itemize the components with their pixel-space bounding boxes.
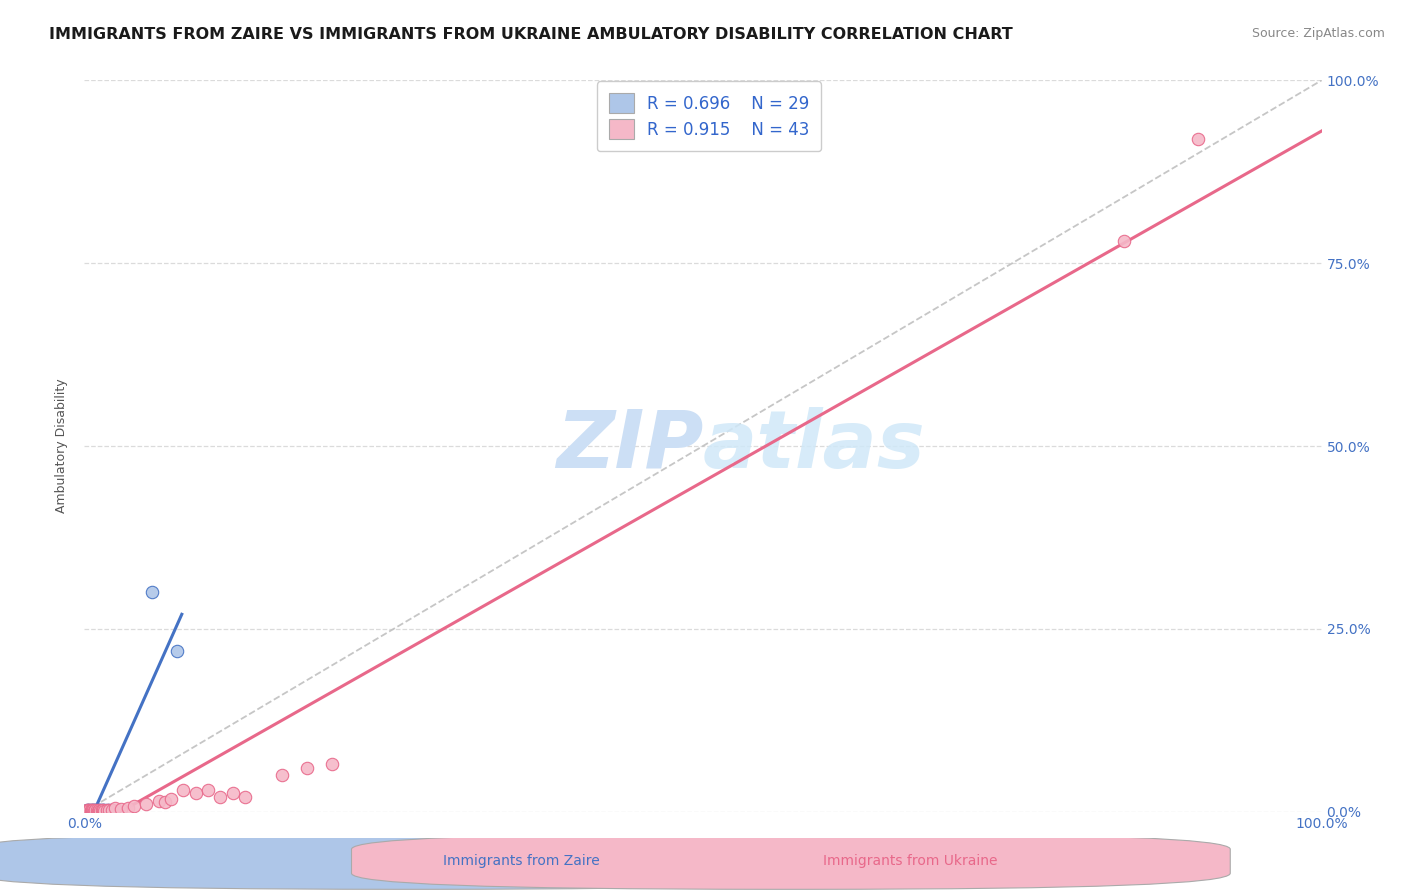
Point — [79, 804, 101, 818]
Point — [90, 803, 112, 817]
Point — [82, 803, 104, 817]
Point — [96, 803, 118, 817]
Point — [76, 804, 98, 818]
Point — [110, 802, 132, 816]
Text: atlas: atlas — [703, 407, 925, 485]
FancyBboxPatch shape — [0, 833, 851, 889]
Text: Source: ZipAtlas.com: Source: ZipAtlas.com — [1251, 27, 1385, 40]
Point — [197, 782, 219, 797]
Point — [79, 804, 101, 818]
Text: ZIP: ZIP — [555, 407, 703, 485]
Point — [184, 787, 207, 801]
Point — [89, 803, 111, 817]
FancyBboxPatch shape — [352, 833, 1230, 889]
Point — [89, 803, 111, 817]
Point — [76, 803, 98, 817]
Point — [83, 804, 105, 818]
Y-axis label: Ambulatory Disability: Ambulatory Disability — [55, 379, 69, 513]
Point — [77, 803, 100, 817]
Point — [135, 797, 157, 812]
Point — [82, 804, 104, 818]
Point — [79, 803, 101, 817]
Point — [98, 803, 121, 817]
Point — [80, 804, 103, 818]
Point — [84, 804, 107, 818]
Point — [271, 768, 294, 782]
Point — [148, 794, 170, 808]
Legend: R = 0.696    N = 29, R = 0.915    N = 43: R = 0.696 N = 29, R = 0.915 N = 43 — [598, 81, 821, 151]
Point — [1112, 234, 1135, 248]
Point — [93, 803, 115, 817]
Point — [80, 804, 103, 818]
Point — [233, 790, 256, 805]
Point — [104, 801, 127, 815]
Point — [98, 803, 121, 817]
Point — [222, 787, 245, 801]
Point — [80, 803, 103, 817]
Point — [82, 803, 104, 817]
Point — [141, 585, 163, 599]
Point — [76, 804, 98, 818]
Point — [321, 757, 343, 772]
Point — [117, 801, 139, 815]
Point — [89, 804, 111, 818]
Point — [91, 803, 114, 817]
Point — [83, 803, 105, 817]
Point — [79, 804, 101, 818]
Point — [77, 804, 100, 818]
Point — [86, 803, 108, 817]
Point — [160, 791, 183, 805]
Text: Immigrants from Zaire: Immigrants from Zaire — [443, 854, 599, 868]
Point — [90, 803, 112, 817]
Point — [86, 803, 108, 817]
Point — [166, 644, 188, 658]
Text: Immigrants from Ukraine: Immigrants from Ukraine — [823, 854, 997, 868]
Point — [1187, 132, 1209, 146]
Point — [76, 803, 98, 817]
Text: IMMIGRANTS FROM ZAIRE VS IMMIGRANTS FROM UKRAINE AMBULATORY DISABILITY CORRELATI: IMMIGRANTS FROM ZAIRE VS IMMIGRANTS FROM… — [49, 27, 1012, 42]
Point — [93, 804, 115, 818]
Point — [84, 803, 107, 817]
Point — [80, 803, 103, 817]
Point — [172, 782, 194, 797]
Point — [100, 803, 122, 817]
Point — [75, 804, 97, 818]
Point — [100, 803, 122, 817]
Point — [153, 795, 176, 809]
Point — [96, 803, 118, 817]
Point — [295, 761, 318, 775]
Point — [79, 804, 101, 818]
Point — [84, 803, 107, 817]
Point — [87, 803, 110, 817]
Point — [209, 790, 232, 805]
Point — [75, 804, 97, 818]
Point — [91, 803, 114, 817]
Point — [77, 804, 100, 818]
Point — [122, 798, 145, 813]
Point — [79, 803, 101, 817]
Point — [89, 803, 111, 817]
Point — [87, 804, 110, 818]
Point — [77, 803, 100, 817]
Point — [79, 803, 101, 817]
Point — [86, 803, 108, 817]
Point — [79, 803, 101, 817]
